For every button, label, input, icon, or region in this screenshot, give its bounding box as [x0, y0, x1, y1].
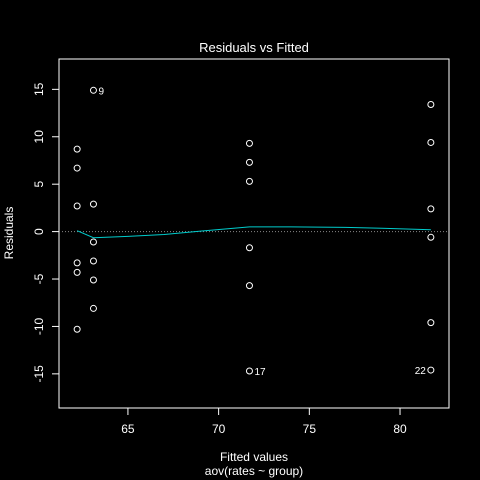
y-tick-label: 10	[32, 130, 46, 144]
plot-frame	[58, 58, 450, 409]
residual-point	[427, 205, 435, 213]
residual-point	[245, 282, 253, 290]
chart-subtitle: aov(rates ~ group)	[205, 464, 303, 478]
residual-point	[73, 145, 81, 153]
residual-point	[427, 101, 435, 109]
residual-point	[73, 259, 81, 267]
residual-point	[73, 164, 81, 172]
residual-point	[245, 244, 253, 252]
y-tick-label: -5	[32, 273, 46, 284]
y-tick-label: -15	[32, 365, 46, 383]
residual-point	[245, 158, 253, 166]
y-tick-label: 5	[32, 181, 46, 188]
point-label: 17	[254, 367, 266, 378]
residual-point	[89, 276, 97, 284]
x-tick-label: 75	[303, 422, 317, 436]
x-axis-label: Fitted values	[220, 450, 288, 464]
residual-point	[89, 238, 97, 246]
residual-point	[427, 366, 435, 374]
residual-point	[427, 319, 435, 327]
residual-point	[73, 202, 81, 210]
residual-point	[427, 233, 435, 241]
residual-points	[73, 86, 435, 375]
y-tick-label: -10	[32, 317, 46, 335]
smooth-trend-line	[76, 226, 431, 239]
residual-point	[89, 86, 97, 94]
residual-point	[73, 325, 81, 333]
chart-title: Residuals vs Fitted	[199, 40, 309, 55]
residual-point	[89, 304, 97, 312]
x-tick-label: 80	[393, 422, 407, 436]
residual-point	[427, 138, 435, 146]
x-axis: 65 70 75 80	[121, 407, 407, 436]
point-labels: 9 17 22	[98, 86, 426, 378]
y-tick-label: 15	[32, 82, 46, 96]
point-label: 9	[98, 86, 104, 97]
x-tick-label: 65	[121, 422, 135, 436]
x-tick-label: 70	[212, 422, 226, 436]
residual-point	[245, 367, 253, 375]
y-axis: -15 -10 -5 0 5 10 15	[32, 82, 60, 383]
residual-point	[73, 268, 81, 276]
point-label: 22	[415, 366, 427, 377]
y-tick-label: 0	[32, 228, 46, 235]
residual-point	[89, 257, 97, 265]
y-axis-label: Residuals	[2, 207, 16, 260]
residual-point	[245, 177, 253, 185]
residual-point	[89, 200, 97, 208]
residual-point	[245, 139, 253, 147]
